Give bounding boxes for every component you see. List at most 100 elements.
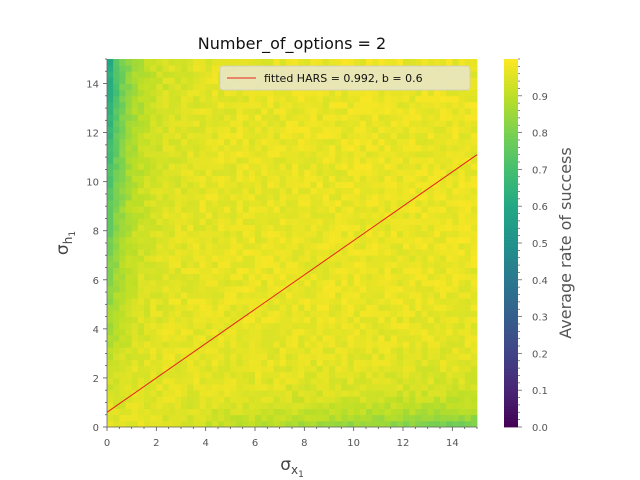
heatmap-cell (470, 249, 478, 256)
heatmap-cell (310, 120, 318, 127)
heatmap-cell (372, 236, 379, 244)
heatmap-cell (329, 187, 336, 195)
heatmap-cell (298, 138, 305, 146)
heatmap-cell (279, 200, 287, 207)
heatmap-cell (137, 59, 145, 66)
heatmap-cell (366, 224, 373, 232)
heatmap-cell (187, 65, 194, 72)
heatmap-cell (279, 341, 287, 348)
heatmap-cell (433, 285, 441, 293)
heatmap-cell (396, 206, 404, 213)
heatmap-cell (452, 420, 459, 428)
heatmap-cell (113, 328, 120, 336)
heatmap-cell (298, 279, 305, 287)
heatmap-cell (415, 193, 422, 201)
heatmap-cell (236, 285, 244, 293)
heatmap-cell (415, 206, 422, 213)
heatmap-cell (390, 371, 398, 379)
colorbar-segment (504, 362, 518, 367)
heatmap-cell (316, 292, 324, 299)
heatmap-cell (433, 390, 441, 397)
heatmap-cell (298, 328, 305, 336)
heatmap-cell (255, 163, 262, 170)
heatmap-cell (199, 322, 207, 330)
heatmap-cell (440, 408, 447, 416)
heatmap-cell (230, 163, 237, 170)
heatmap-cell (316, 267, 324, 275)
heatmap-cell (390, 322, 398, 330)
heatmap-cell (224, 390, 231, 397)
heatmap-cell (236, 408, 244, 416)
heatmap-cell (384, 273, 392, 281)
heatmap-cell (150, 181, 157, 189)
heatmap-cell (470, 212, 478, 219)
heatmap-cell (137, 384, 145, 391)
heatmap-cell (248, 384, 256, 391)
heatmap-cell (174, 249, 182, 256)
heatmap-cell (316, 200, 324, 207)
heatmap-cell (390, 157, 398, 164)
heatmap-cell (446, 169, 453, 176)
heatmap-cell (335, 218, 342, 225)
heatmap-cell (224, 138, 231, 146)
heatmap-cell (125, 396, 133, 403)
colorbar-segment (504, 197, 518, 201)
heatmap-cell (366, 279, 373, 287)
heatmap-cell (433, 114, 441, 121)
heatmap-cell (261, 384, 268, 391)
heatmap-cell (427, 138, 435, 146)
heatmap-cell (378, 236, 385, 244)
heatmap-cell (359, 359, 367, 367)
heatmap-cell (131, 144, 139, 152)
heatmap-cell (353, 322, 361, 330)
heatmap-cell (433, 230, 441, 238)
heatmap-cell (137, 298, 145, 305)
heatmap-cell (347, 95, 355, 103)
heatmap-cell (329, 267, 336, 275)
heatmap-cell (137, 95, 145, 103)
heatmap-cell (292, 384, 299, 391)
colorbar-tick-label: 0.7 (532, 165, 548, 176)
heatmap-cell (341, 322, 348, 330)
heatmap-cell (156, 420, 163, 428)
heatmap-cell (168, 285, 176, 293)
heatmap-cell (267, 377, 274, 385)
heatmap-cell (144, 322, 151, 330)
heatmap-cell (372, 371, 379, 379)
colorbar-label: Average rate of success (556, 147, 575, 338)
heatmap-cell (446, 89, 453, 97)
heatmap-cell (211, 181, 219, 189)
heatmap-cell (458, 279, 466, 287)
heatmap-cell (415, 200, 422, 207)
heatmap-cell (292, 95, 299, 103)
heatmap-cell (335, 181, 342, 189)
heatmap-cell (113, 59, 120, 66)
heatmap-cell (211, 249, 219, 256)
heatmap-cell (335, 126, 342, 133)
heatmap-cell (470, 322, 478, 330)
heatmap-cell (427, 402, 435, 409)
heatmap-cell (107, 206, 114, 213)
heatmap-cell (378, 243, 385, 250)
heatmap-cell (119, 193, 126, 201)
heatmap-cell (150, 243, 157, 250)
heatmap-cell (156, 322, 163, 330)
heatmap-cell (359, 187, 367, 195)
heatmap-cell (335, 371, 342, 379)
heatmap-cell (396, 279, 404, 287)
heatmap-cell (421, 365, 429, 373)
colorbar-segment (504, 193, 518, 198)
heatmap-cell (372, 328, 379, 336)
heatmap-cell (187, 408, 194, 416)
heatmap-cell (341, 310, 348, 317)
heatmap-cell (218, 390, 225, 397)
heatmap-cell (421, 316, 429, 324)
heatmap-cell (279, 316, 287, 324)
heatmap-cell (316, 390, 324, 397)
heatmap-cell (131, 414, 139, 422)
heatmap-cell (452, 151, 459, 158)
heatmap-cell (458, 200, 466, 207)
heatmap-cell (329, 120, 336, 127)
heatmap-cell (168, 261, 176, 268)
